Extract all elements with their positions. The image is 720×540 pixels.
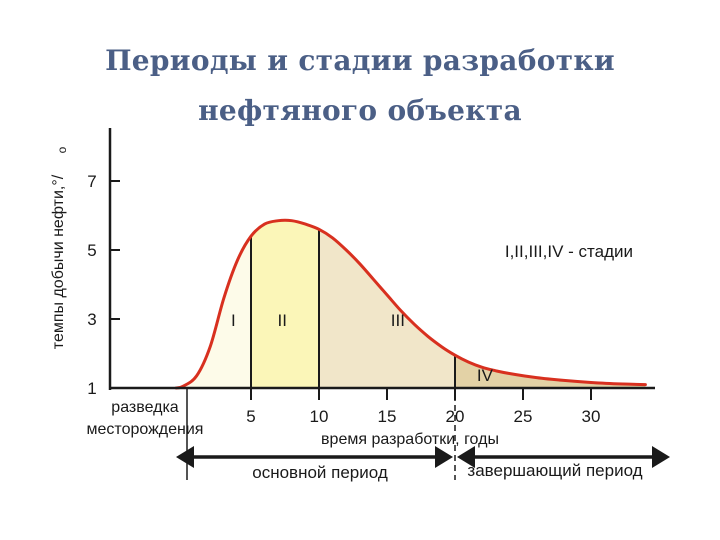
stage-fill-1 bbox=[176, 236, 251, 388]
y-tick-label-5: 5 bbox=[87, 241, 96, 260]
stage-boundaries bbox=[250, 229, 456, 388]
y-tick-label-3: 3 bbox=[87, 310, 96, 329]
stage-fills bbox=[176, 220, 646, 388]
x-tick-label-25: 25 bbox=[514, 407, 533, 426]
legend-text: I,II,III,IV - стадии bbox=[505, 242, 633, 261]
main-period-label: основной период bbox=[252, 463, 388, 482]
main-period-arrow-head-right bbox=[435, 446, 453, 468]
stage-fill-4 bbox=[455, 355, 646, 388]
final-period-arrow-head-right bbox=[652, 446, 670, 468]
x-tick-label-5: 5 bbox=[246, 407, 255, 426]
x-axis-label: время разработки, годы bbox=[321, 431, 499, 448]
x-tick-label-30: 30 bbox=[582, 407, 601, 426]
chart-title-line-1: Периоды и стадии разработки bbox=[105, 44, 615, 77]
y-axis-label: темпы добычи нефти,°/ bbox=[50, 174, 67, 349]
stage-fill-3 bbox=[319, 229, 455, 388]
curve-layer bbox=[174, 218, 647, 390]
stage-label-3: III bbox=[391, 311, 405, 330]
main-period-arrow-head-left bbox=[176, 446, 194, 468]
x-tick-label-15: 15 bbox=[378, 407, 397, 426]
chart-title-line-2: нефтяного объекта bbox=[198, 94, 522, 127]
exploration-label-line-1: разведка bbox=[111, 399, 179, 416]
stage-label-4: IV bbox=[477, 366, 494, 385]
final-period-label: завершающий период bbox=[467, 461, 642, 480]
y-axis-label-suffix: о bbox=[55, 146, 69, 153]
production-curve-line bbox=[174, 218, 647, 390]
stage-label-2: II bbox=[278, 311, 287, 330]
final-period-arrow-head-left bbox=[457, 446, 475, 468]
x-tick-label-10: 10 bbox=[310, 407, 329, 426]
stage-label-1: I bbox=[231, 311, 236, 330]
exploration-label-line-2: месторождения bbox=[87, 421, 204, 438]
y-tick-label-1: 1 bbox=[87, 379, 96, 398]
period-arrows: основной период завершающий период bbox=[176, 395, 670, 482]
stage-fill-2 bbox=[251, 220, 319, 388]
y-tick-label-7: 7 bbox=[87, 172, 96, 191]
